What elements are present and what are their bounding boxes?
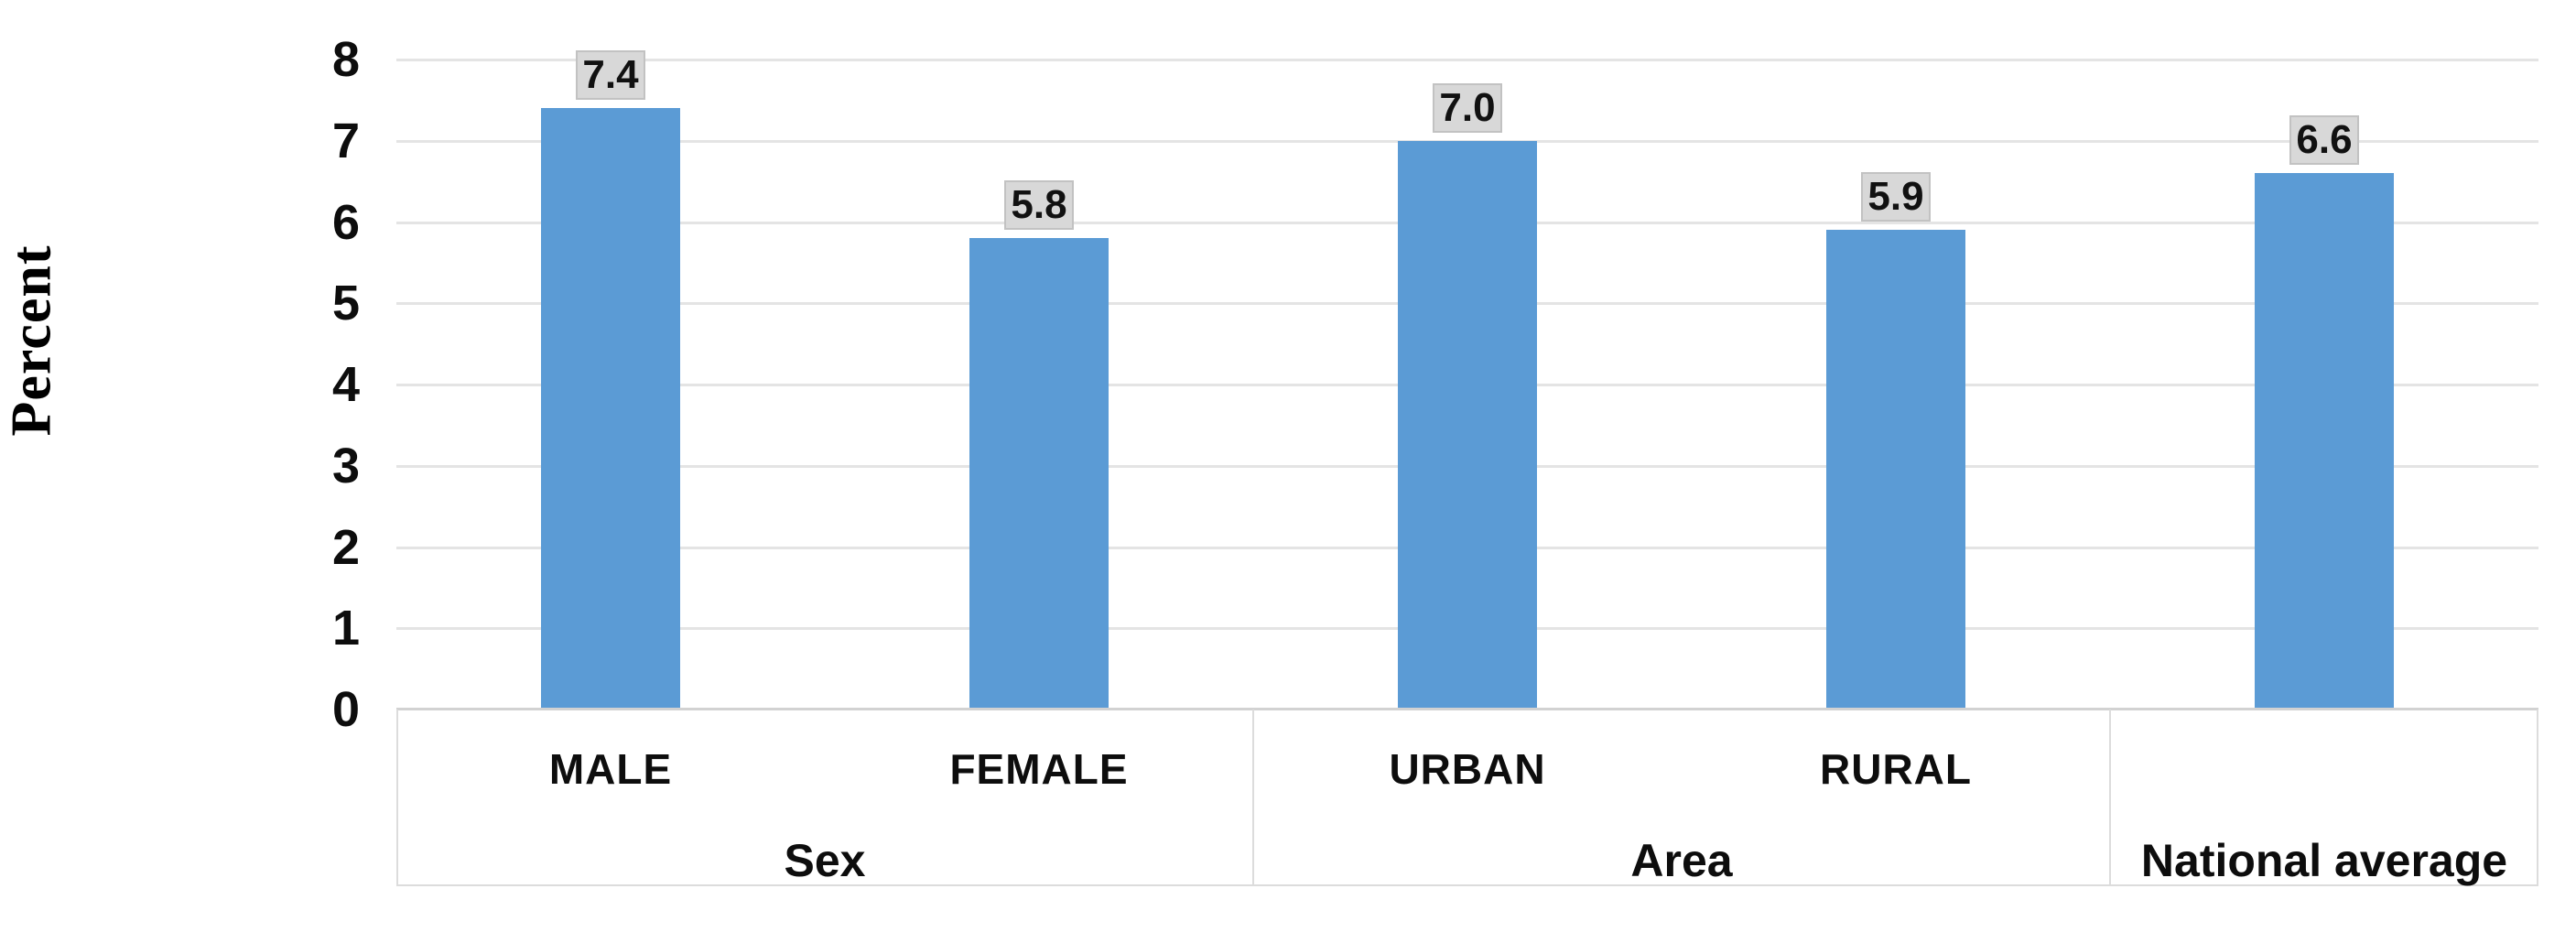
- group-label-sex: Sex: [784, 835, 866, 886]
- bar-national-average: [2255, 173, 2394, 710]
- category-label-urban: URBAN: [1389, 745, 1546, 793]
- bar-rural: [1826, 230, 1965, 710]
- y-tick-label-0: 0: [331, 682, 360, 737]
- group-separator-1: [1252, 710, 1254, 886]
- y-tick-label-5: 5: [331, 276, 360, 331]
- data-label-0: 7.4: [576, 50, 645, 101]
- y-tick-label-3: 3: [331, 438, 360, 493]
- data-label-3: 5.9: [1861, 172, 1931, 222]
- data-label-4: 6.6: [2289, 115, 2359, 166]
- y-axis-title: Percent: [0, 244, 63, 437]
- category-label-rural: RURAL: [1820, 745, 1972, 793]
- y-tick-label-7: 7: [331, 113, 360, 168]
- group-label-area: Area: [1630, 835, 1733, 886]
- category-axis-box: [396, 710, 2538, 886]
- bar-female: [969, 238, 1109, 710]
- data-label-2: 7.0: [1433, 82, 1502, 133]
- data-label-1: 5.8: [1004, 180, 1074, 231]
- y-tick-label-1: 1: [331, 601, 360, 656]
- y-tick-label-6: 6: [331, 194, 360, 250]
- gridline-8: [396, 59, 2538, 61]
- group-separator-2: [2109, 710, 2111, 886]
- y-tick-label-4: 4: [331, 357, 360, 412]
- bar-urban: [1398, 140, 1537, 710]
- category-label-male: MALE: [548, 745, 673, 793]
- group-label-national-average: National average: [2140, 835, 2508, 886]
- x-axis-line: [396, 708, 2538, 710]
- y-tick-label-2: 2: [331, 519, 360, 575]
- bar-male: [541, 108, 680, 710]
- category-label-female: FEMALE: [949, 745, 1129, 793]
- y-tick-label-8: 8: [331, 32, 360, 87]
